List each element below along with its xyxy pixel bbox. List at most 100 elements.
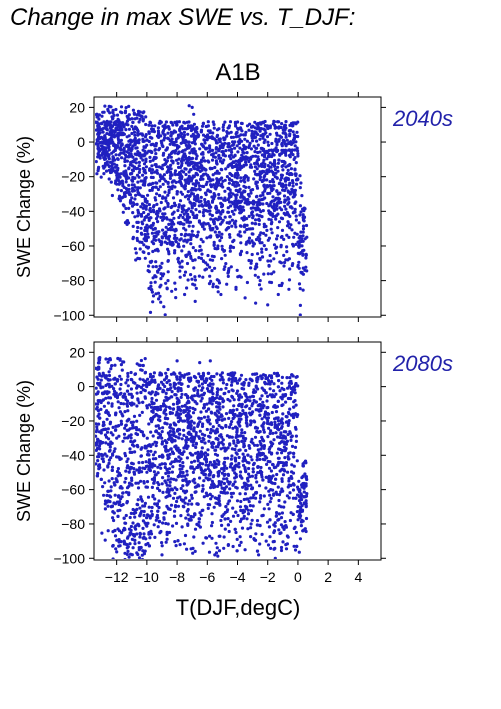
data-point xyxy=(274,514,279,518)
data-point xyxy=(255,160,259,164)
data-point xyxy=(219,184,223,188)
data-point xyxy=(130,131,134,136)
data-point xyxy=(301,218,305,222)
data-point xyxy=(222,477,226,481)
data-point xyxy=(147,252,151,256)
data-point xyxy=(243,431,247,435)
data-point xyxy=(206,120,210,124)
data-point xyxy=(121,210,125,214)
data-point xyxy=(106,139,110,143)
data-point xyxy=(144,157,148,161)
data-point xyxy=(197,204,201,208)
data-point xyxy=(212,474,216,478)
data-point xyxy=(137,170,141,174)
data-point xyxy=(154,292,158,296)
data-point xyxy=(113,534,118,538)
data-point xyxy=(211,392,215,396)
data-point xyxy=(149,284,153,288)
data-point xyxy=(272,243,277,247)
data-point xyxy=(126,399,130,403)
data-point xyxy=(151,181,155,185)
data-point xyxy=(283,128,287,132)
data-point xyxy=(297,221,301,225)
data-point xyxy=(170,470,174,474)
data-point xyxy=(192,421,196,425)
data-point xyxy=(301,207,305,211)
data-point xyxy=(252,144,256,148)
data-point xyxy=(279,245,283,249)
data-point xyxy=(185,261,190,266)
data-point xyxy=(201,487,205,491)
data-point xyxy=(241,459,245,463)
data-point xyxy=(271,540,275,544)
data-point xyxy=(211,131,215,135)
data-point xyxy=(196,233,200,237)
data-point xyxy=(139,479,143,483)
data-point xyxy=(197,256,201,260)
data-point xyxy=(98,156,102,160)
data-point xyxy=(178,463,182,468)
data-point xyxy=(293,172,297,176)
data-point xyxy=(229,457,233,461)
data-point xyxy=(243,492,247,496)
data-point xyxy=(111,155,115,159)
data-point xyxy=(266,140,270,144)
data-point xyxy=(292,157,296,162)
data-point xyxy=(218,239,222,243)
data-point xyxy=(223,189,227,193)
data-point xyxy=(129,511,133,515)
data-point xyxy=(210,520,214,525)
data-point xyxy=(256,387,260,391)
data-point xyxy=(234,184,238,188)
data-point xyxy=(208,209,212,213)
data-point xyxy=(134,481,138,485)
data-point xyxy=(282,264,286,268)
data-point xyxy=(191,211,195,215)
data-point xyxy=(121,528,125,532)
data-point xyxy=(239,470,243,474)
data-point xyxy=(290,228,294,232)
data-point xyxy=(293,391,297,395)
data-point xyxy=(206,467,210,471)
data-point xyxy=(193,195,197,199)
data-point xyxy=(110,441,114,445)
data-point xyxy=(119,148,123,152)
data-point xyxy=(108,385,112,389)
data-point xyxy=(191,174,195,178)
data-point xyxy=(160,141,164,145)
data-point xyxy=(165,286,169,290)
data-point xyxy=(150,409,154,413)
data-point xyxy=(238,474,242,478)
data-point xyxy=(143,168,147,172)
data-point xyxy=(127,484,131,488)
data-point xyxy=(250,437,254,441)
data-point xyxy=(193,275,197,279)
data-point xyxy=(298,174,302,178)
data-point xyxy=(124,180,128,184)
data-point xyxy=(116,117,120,121)
data-point xyxy=(253,172,258,176)
data-point xyxy=(227,267,231,271)
data-point xyxy=(192,112,196,116)
data-point xyxy=(275,234,280,238)
x-tick-label: −6 xyxy=(199,569,215,585)
data-point xyxy=(201,210,205,215)
data-point xyxy=(207,550,212,554)
data-point xyxy=(157,499,161,503)
data-point xyxy=(262,439,266,443)
data-point xyxy=(176,145,180,149)
data-point xyxy=(143,176,147,181)
data-point xyxy=(272,173,276,177)
data-point xyxy=(106,504,110,508)
data-point xyxy=(140,202,145,206)
data-point xyxy=(220,471,224,475)
data-point xyxy=(157,454,162,459)
data-point xyxy=(288,162,292,167)
data-point xyxy=(272,389,276,393)
data-point xyxy=(275,189,279,193)
data-point xyxy=(238,414,242,418)
data-point xyxy=(147,286,151,290)
data-point xyxy=(249,157,253,161)
data-point xyxy=(265,184,269,188)
data-point xyxy=(277,138,281,142)
